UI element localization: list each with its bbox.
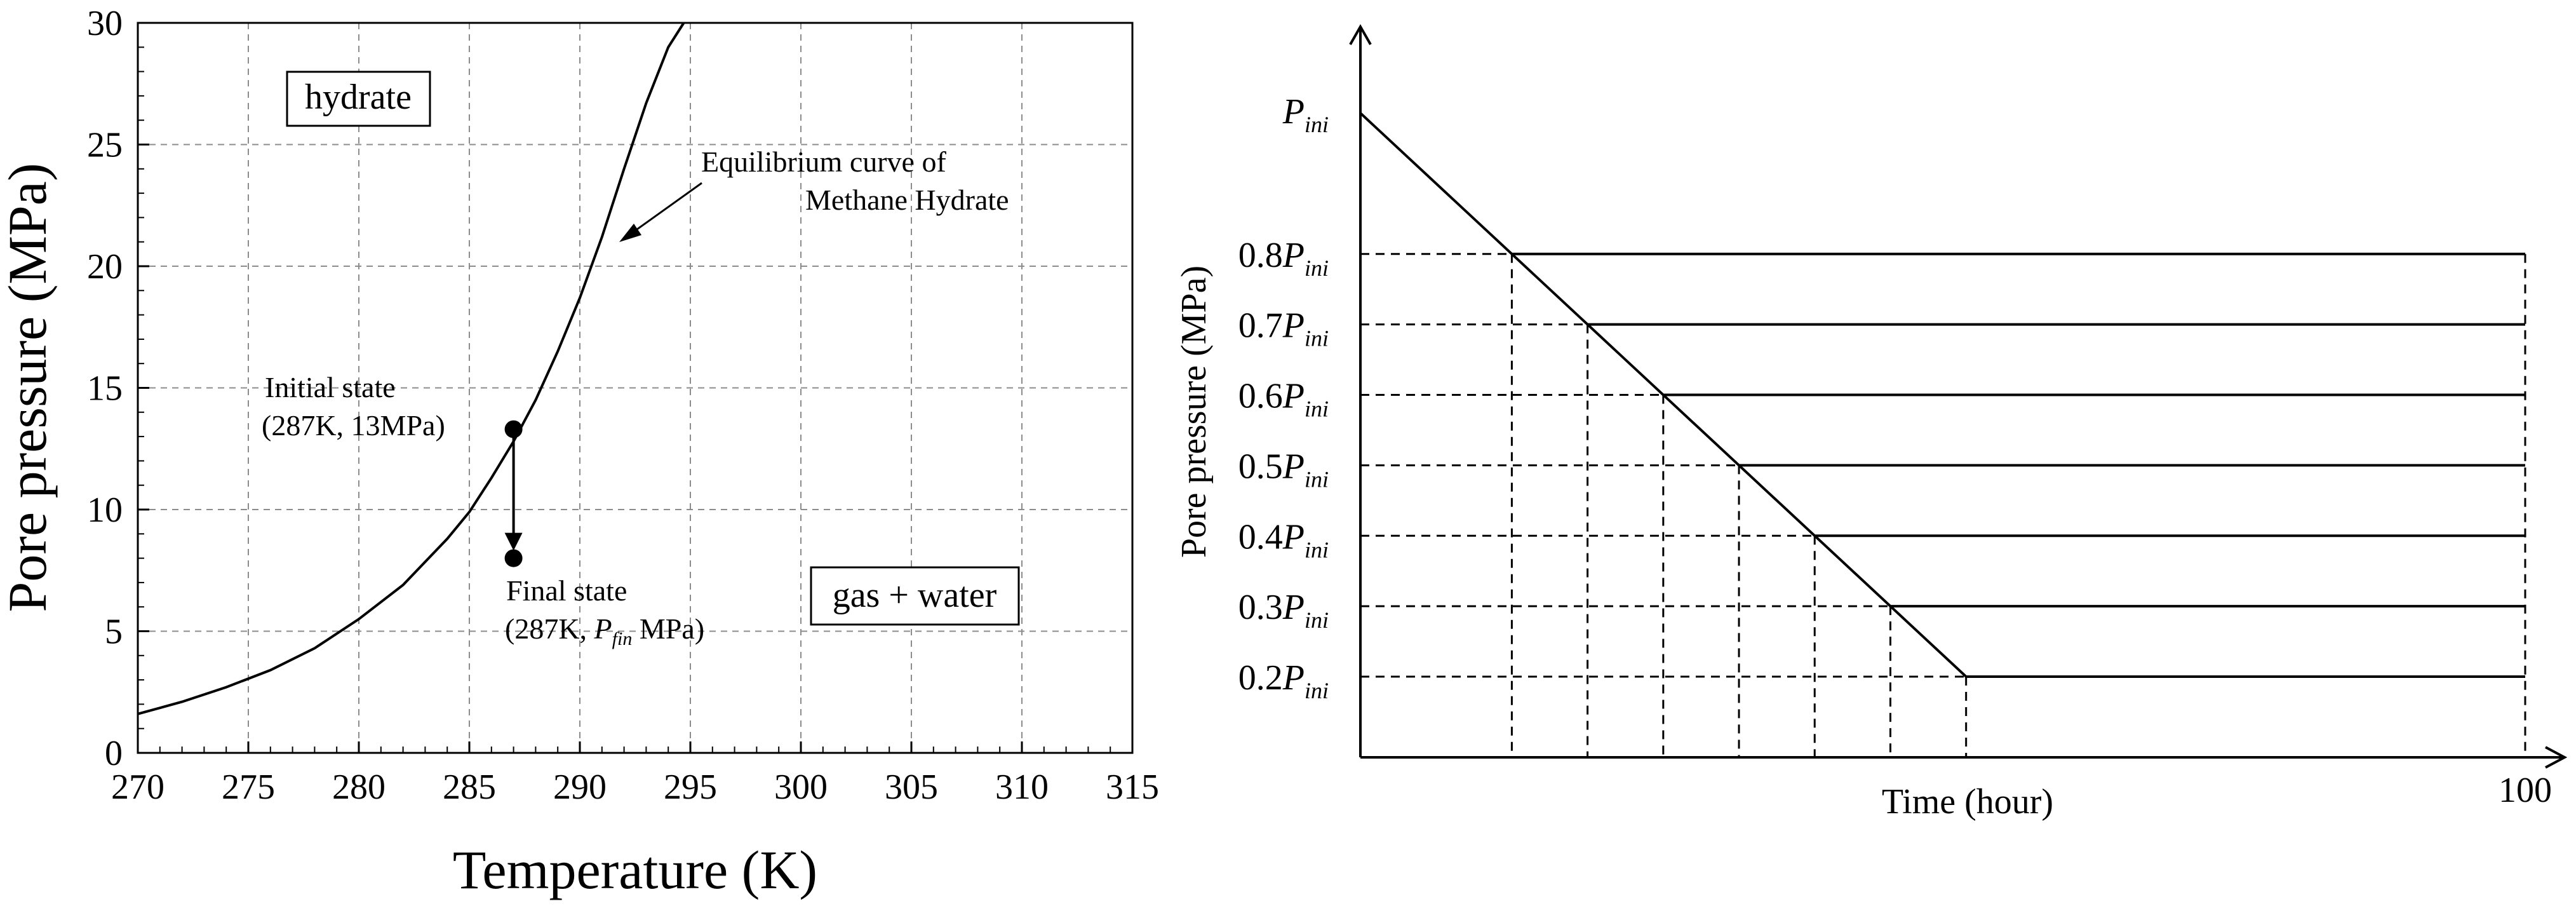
gas-water-label-box bbox=[810, 566, 1020, 626]
y-tick-label: 0.5Pini bbox=[1238, 447, 1329, 492]
y-tick-label: 25 bbox=[87, 126, 123, 165]
tick-subscript: ini bbox=[1305, 326, 1329, 351]
x-tick-label: 275 bbox=[222, 767, 275, 807]
tick-subscript: ini bbox=[1305, 255, 1329, 281]
x-tick-label: 295 bbox=[664, 767, 717, 807]
y-tick-label: 0.6Pini bbox=[1238, 377, 1329, 422]
y-tick-label: 30 bbox=[87, 4, 123, 43]
right-x-axis-title: Time (hour) bbox=[1882, 782, 2053, 821]
curve-annotation-line2: Methane Hydrate bbox=[805, 184, 1009, 216]
tick-subscript: ini bbox=[1305, 396, 1329, 422]
left-y-axis-title: Pore pressure (MPa) bbox=[0, 163, 58, 612]
y-tick-label: 15 bbox=[87, 369, 123, 409]
gas-water-label: gas + water bbox=[833, 576, 997, 615]
tick-coefficient: 0.5 bbox=[1238, 447, 1283, 486]
x-tick-label: 315 bbox=[1106, 767, 1159, 807]
tick-subscript: ini bbox=[1305, 607, 1329, 633]
final-state-line1: Final state bbox=[506, 574, 627, 607]
right-y-tick-labels: Pini0.8Pini0.7Pini0.6Pini0.5Pini0.4Pini0… bbox=[1238, 92, 1329, 703]
curve-annotation-line1: Equilibrium curve of bbox=[701, 145, 946, 178]
x-tick-label: 305 bbox=[885, 767, 938, 807]
tick-coefficient: 0.4 bbox=[1238, 517, 1283, 557]
x-tick-label: 280 bbox=[332, 767, 386, 807]
final-state-point bbox=[504, 549, 523, 567]
final-state-sub: fin bbox=[612, 628, 633, 649]
tick-coefficient: 0.3 bbox=[1238, 588, 1283, 627]
right-y-axis-title: Pore pressure (MPa) bbox=[1174, 266, 1214, 558]
final-state-post: MPa) bbox=[632, 612, 704, 645]
y-tick-label: 10 bbox=[87, 490, 123, 530]
left-grid bbox=[138, 23, 1132, 753]
right-x-end-label: 100 bbox=[2499, 771, 2552, 810]
right-x-axis-arrowhead bbox=[2545, 746, 2568, 769]
x-tick-label: 285 bbox=[443, 767, 496, 807]
y-tick-label: 0.8Pini bbox=[1238, 236, 1329, 281]
tick-symbol: P bbox=[1282, 236, 1305, 275]
right-y-axis-arrowhead bbox=[1349, 24, 1372, 45]
tick-subscript: ini bbox=[1305, 678, 1329, 703]
tick-subscript: ini bbox=[1305, 537, 1329, 562]
y-tick-label: 0.2Pini bbox=[1238, 658, 1329, 703]
equilibrium-chart: 270 275 280 285 290 295 300 305 310 315 0 5 10 15 20 25… bbox=[0, 4, 1159, 900]
state-change-arrowhead bbox=[504, 532, 523, 551]
hydrate-label-box bbox=[286, 71, 431, 127]
right-level-lines bbox=[1512, 252, 2525, 678]
tick-symbol: P bbox=[1282, 306, 1305, 346]
tick-symbol: P bbox=[1282, 588, 1305, 627]
tick-coefficient: 0.2 bbox=[1238, 658, 1283, 698]
y-tick-label: 0.3Pini bbox=[1238, 588, 1329, 633]
hydrate-label: hydrate bbox=[305, 78, 412, 117]
tick-coefficient: 0.6 bbox=[1238, 377, 1283, 416]
tick-symbol: P bbox=[1282, 92, 1305, 132]
left-x-axis-title: Temperature (K) bbox=[453, 839, 817, 900]
initial-state-point bbox=[504, 420, 523, 438]
curve-annotation-arrowhead bbox=[619, 224, 641, 242]
initial-state-line1: Initial state bbox=[265, 371, 396, 403]
tick-coefficient: 0.8 bbox=[1238, 236, 1283, 275]
y-tick-label: 0 bbox=[105, 734, 123, 773]
y-tick-label: 20 bbox=[87, 247, 123, 287]
x-tick-label: 300 bbox=[774, 767, 828, 807]
y-tick-label: 5 bbox=[105, 612, 123, 652]
final-state-pre: (287K, bbox=[505, 612, 594, 645]
final-state-p: P bbox=[594, 612, 612, 645]
tick-subscript: ini bbox=[1305, 112, 1329, 137]
tick-symbol: P bbox=[1282, 517, 1305, 557]
tick-symbol: P bbox=[1282, 658, 1305, 698]
tick-symbol: P bbox=[1282, 447, 1305, 486]
tick-coefficient: 0.7 bbox=[1238, 306, 1283, 346]
x-tick-label: 290 bbox=[553, 767, 607, 807]
x-tick-label: 310 bbox=[995, 767, 1049, 807]
pressure-decline-line bbox=[1359, 112, 1968, 678]
y-top-label: Pini bbox=[1282, 92, 1329, 137]
tick-subscript: ini bbox=[1305, 466, 1329, 492]
y-tick-label: 0.7Pini bbox=[1238, 306, 1329, 351]
right-guide-lines bbox=[1360, 253, 2526, 757]
left-ticks: 270 275 280 285 290 295 300 305 310 315 0 5 10 15 20 25… bbox=[87, 4, 1159, 807]
x-tick-label: 270 bbox=[111, 767, 164, 807]
final-state-line2: (287K, Pfin MPa) bbox=[505, 612, 704, 649]
tick-symbol: P bbox=[1282, 377, 1305, 416]
pressure-schedule-chart: Pini0.8Pini0.7Pini0.6Pini0.5Pini0.4Pini0… bbox=[1174, 24, 2568, 821]
y-tick-label: 0.4Pini bbox=[1238, 517, 1329, 562]
initial-state-line2: (287K, 13MPa) bbox=[262, 409, 445, 442]
equilibrium-curve bbox=[137, 22, 685, 715]
